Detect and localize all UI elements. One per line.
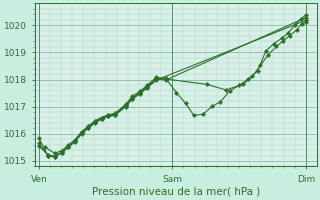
X-axis label: Pression niveau de la mer( hPa ): Pression niveau de la mer( hPa ) bbox=[92, 187, 260, 197]
